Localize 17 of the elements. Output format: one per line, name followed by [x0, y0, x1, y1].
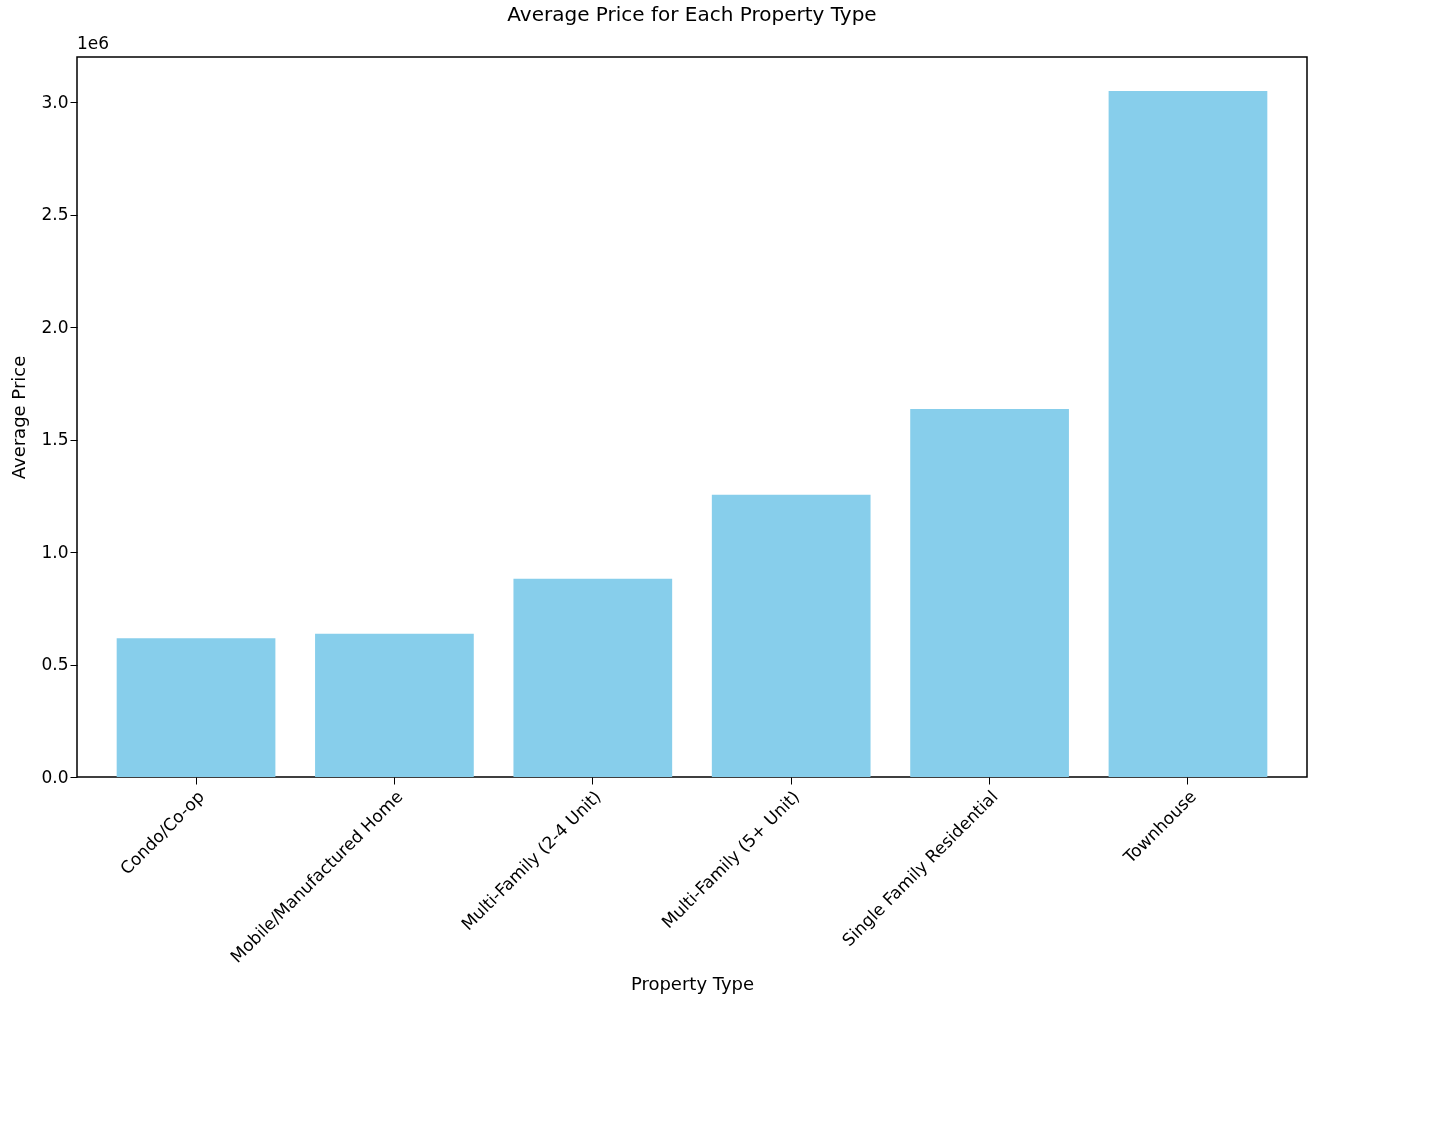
- bar: [1108, 90, 1268, 777]
- y-tick-label: 1.5: [41, 429, 69, 449]
- x-axis-title: Property Type: [630, 972, 755, 994]
- y-axis-title: Average Price: [8, 355, 30, 480]
- y-tick-label: 2.5: [41, 204, 69, 224]
- bar: [513, 578, 673, 777]
- bar: [116, 638, 276, 777]
- y-tick-label: 0.5: [41, 654, 69, 674]
- bar: [315, 633, 474, 777]
- y-tick-label: 3.0: [41, 91, 69, 112]
- y-tick-label: 2.0: [41, 316, 69, 337]
- chart-title: Average Price for Each Property Type: [507, 2, 877, 26]
- bar: [910, 408, 1069, 777]
- y-tick-label: 1.0: [41, 541, 69, 562]
- bar: [711, 494, 871, 777]
- text: 1e6: [77, 33, 110, 53]
- y-tick-label: 0.0: [41, 766, 69, 787]
